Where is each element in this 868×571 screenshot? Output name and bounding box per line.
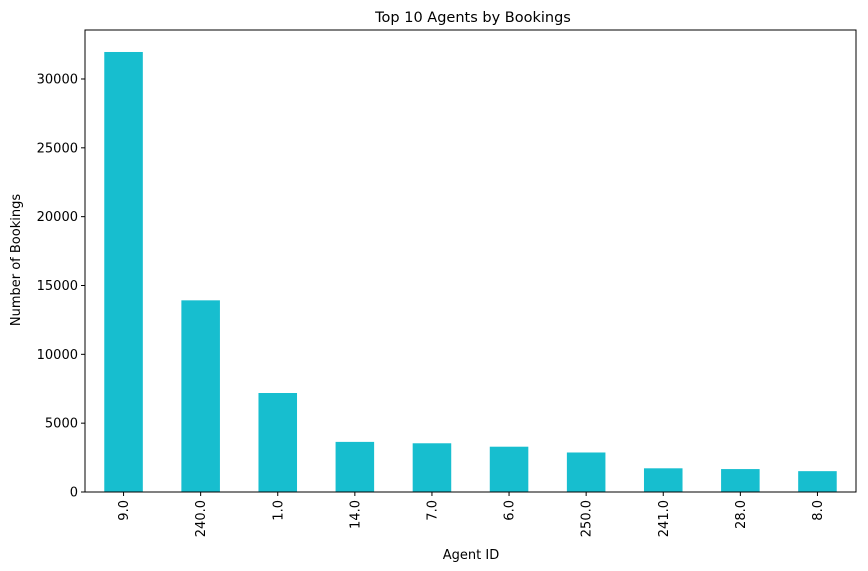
x-axis-label: Agent ID: [443, 548, 499, 563]
x-tick-label: 8.0: [811, 500, 826, 521]
x-tick-label: 240.0: [194, 500, 209, 537]
bar-28.0: [721, 469, 760, 492]
y-tick-label: 25000: [37, 141, 78, 156]
y-tick-label: 0: [70, 486, 78, 501]
y-tick-label: 10000: [37, 348, 78, 363]
bar-6.0: [489, 446, 529, 492]
x-tick-label: 6.0: [503, 500, 518, 521]
bar-8.0: [798, 471, 837, 492]
y-tick-label: 5000: [45, 417, 78, 432]
x-axis: 9.0 240.0 1.0 14.0 7.0 6.0 250.0 241.0 28.0 8.0: [117, 492, 826, 537]
y-axis: 0 5000 10000 15000 20000 25000 30000: [37, 72, 85, 501]
plot-frame: [84, 29, 857, 493]
y-axis-label: Number of Bookings: [9, 194, 24, 326]
bars-group: [104, 51, 837, 492]
x-tick-label: 7.0: [425, 500, 440, 521]
x-tick-label: 14.0: [348, 500, 363, 529]
y-tick-label: 30000: [37, 72, 78, 87]
bar-240.0: [181, 300, 220, 492]
bar-1.0: [258, 393, 298, 492]
x-tick-label: 28.0: [734, 500, 749, 529]
x-tick-label: 241.0: [657, 500, 672, 537]
y-tick-label: 15000: [37, 279, 78, 294]
y-tick-label: 20000: [37, 210, 78, 225]
chart-title: Top 10 Agents by Bookings: [374, 10, 571, 26]
x-tick-label: 9.0: [117, 500, 132, 521]
bar-241.0: [643, 468, 683, 492]
bar-7.0: [412, 443, 452, 492]
bar-9.0: [104, 51, 143, 492]
bar-250.0: [566, 452, 606, 492]
x-tick-label: 1.0: [271, 500, 286, 521]
x-tick-label: 250.0: [580, 500, 595, 537]
bar-14.0: [335, 441, 375, 492]
